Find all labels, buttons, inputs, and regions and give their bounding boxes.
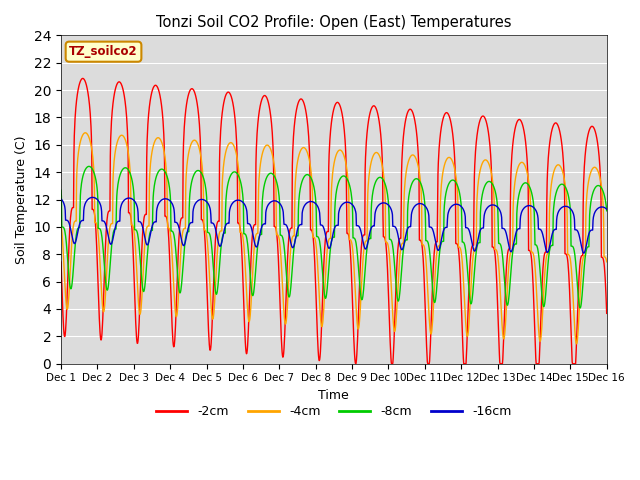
-2cm	[352, 361, 360, 367]
-8cm	[166, 185, 173, 191]
-2cm	[539, 271, 547, 277]
-16cm	[538, 230, 546, 236]
-16cm	[240, 201, 248, 206]
-16cm	[89, 194, 97, 200]
-8cm	[240, 231, 248, 237]
-2cm	[79, 75, 86, 81]
-16cm	[580, 250, 588, 256]
-16cm	[57, 196, 65, 202]
-8cm	[490, 185, 498, 191]
Y-axis label: Soil Temperature (C): Soil Temperature (C)	[15, 135, 28, 264]
-8cm	[538, 296, 546, 301]
-2cm	[166, 252, 173, 257]
-4cm	[179, 229, 187, 235]
-16cm	[490, 202, 498, 208]
-16cm	[603, 206, 611, 212]
-4cm	[419, 242, 427, 248]
-2cm	[240, 302, 248, 308]
-16cm	[179, 242, 187, 248]
-2cm	[491, 247, 499, 253]
-8cm	[57, 187, 65, 193]
-4cm	[538, 318, 546, 324]
Line: -4cm: -4cm	[61, 133, 607, 344]
-2cm	[419, 256, 427, 262]
-4cm	[603, 259, 611, 264]
-8cm	[603, 208, 611, 214]
Title: Tonzi Soil CO2 Profile: Open (East) Temperatures: Tonzi Soil CO2 Profile: Open (East) Temp…	[156, 15, 511, 30]
Line: -2cm: -2cm	[61, 78, 607, 364]
-8cm	[419, 187, 427, 193]
-4cm	[81, 130, 89, 136]
-8cm	[179, 267, 187, 273]
X-axis label: Time: Time	[319, 389, 349, 402]
-4cm	[240, 242, 248, 248]
Line: -8cm: -8cm	[61, 167, 607, 308]
Text: TZ_soilco2: TZ_soilco2	[69, 45, 138, 58]
-4cm	[166, 226, 173, 232]
-16cm	[419, 202, 427, 207]
Line: -16cm: -16cm	[61, 197, 607, 253]
-2cm	[603, 311, 611, 316]
-8cm	[85, 164, 93, 169]
-16cm	[166, 197, 173, 203]
-2cm	[179, 215, 187, 221]
-4cm	[57, 222, 65, 228]
-8cm	[576, 305, 584, 311]
Legend: -2cm, -4cm, -8cm, -16cm: -2cm, -4cm, -8cm, -16cm	[151, 400, 516, 423]
-4cm	[490, 196, 498, 202]
-4cm	[573, 341, 580, 347]
-2cm	[57, 259, 65, 265]
